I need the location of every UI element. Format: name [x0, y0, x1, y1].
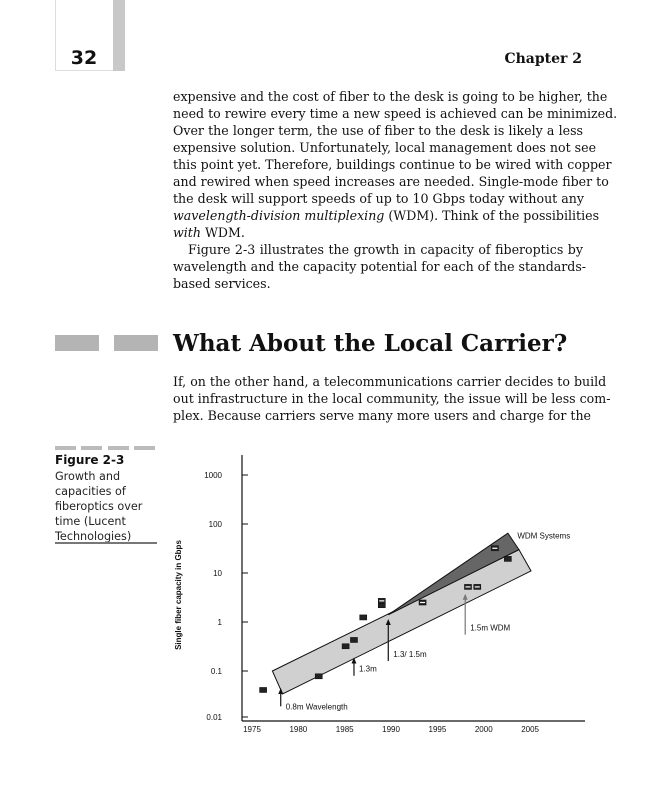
text-span: WDM.	[200, 225, 245, 240]
italic-text: wavelength-division multiplexing	[173, 208, 385, 223]
heading-marker	[55, 335, 99, 351]
page-number: 32	[70, 47, 98, 69]
data-point	[259, 687, 267, 693]
annotation-label: 0.8m Wavelength	[286, 702, 348, 711]
text-span: and rewired when speed increases are nee…	[173, 174, 609, 189]
capacity-band	[271, 548, 532, 695]
data-point-highlight	[420, 601, 426, 604]
heading-marker	[114, 335, 158, 351]
text-span: need to rewire every time a new speed is…	[173, 106, 618, 121]
text-span: Figure 2-3 illustrates the growth in cap…	[188, 242, 583, 257]
figure-caption-line: time (Lucent	[55, 515, 126, 528]
y-tick-label: 1000	[204, 471, 222, 480]
data-point-highlight	[474, 586, 480, 588]
x-tick-label: 1975	[243, 725, 261, 734]
annotation-label: WDM Systems	[517, 532, 570, 541]
text-line: Figure 2-3 illustrates the growth in cap…	[188, 242, 583, 258]
text-span: expensive and the cost of fiber to the d…	[173, 89, 608, 104]
chapter-title: Chapter 2	[504, 51, 582, 67]
figure-caption-line: fiberoptics over	[55, 500, 143, 513]
wdm-band	[387, 532, 520, 616]
y-tick-label: 10	[213, 569, 222, 578]
text-line: If, on the other hand, a telecommunicati…	[173, 374, 606, 390]
text-span: (WDM). Think of the possibilities	[384, 208, 600, 223]
text-line: wavelength and the capacity potential fo…	[173, 259, 587, 275]
figure-marker	[108, 446, 129, 450]
data-point	[504, 556, 512, 562]
data-point	[341, 643, 350, 650]
text-span: out infrastructure in the local communit…	[173, 391, 611, 406]
data-point	[314, 673, 323, 680]
x-tick-label: 1980	[289, 725, 307, 734]
text-span: the desk will support speeds of up to 10…	[173, 191, 584, 206]
arrowhead-icon	[462, 593, 468, 600]
arrowhead-icon	[351, 657, 357, 664]
y-axis-label: Single fiber capacity in Gbps	[174, 540, 183, 650]
data-point-highlight	[492, 547, 498, 549]
text-line: this point yet. Therefore, buildings con…	[173, 157, 612, 173]
annotation-label: 1.3m	[359, 665, 377, 674]
y-tick-label: 0.01	[206, 713, 222, 722]
text-span: plex. Because carriers serve many more u…	[173, 408, 592, 423]
text-line: plex. Because carriers serve many more u…	[173, 408, 591, 424]
text-span: this point yet. Therefore, buildings con…	[173, 157, 612, 172]
x-tick-label: 1985	[336, 725, 354, 734]
y-tick-label: 1	[218, 618, 223, 627]
text-span: Over the longer term, the use of fiber t…	[173, 123, 583, 138]
italic-text: with	[173, 225, 201, 240]
annotation-label: 1.5m WDM	[470, 624, 510, 633]
data-point	[350, 637, 358, 643]
x-tick-label: 1995	[429, 725, 447, 734]
text-line: expensive and the cost of fiber to the d…	[173, 89, 607, 105]
figure-caption-line: Growth and	[55, 470, 121, 483]
text-span: If, on the other hand, a telecommunicati…	[173, 374, 607, 389]
y-tick-label: 0.1	[211, 667, 223, 676]
text-line: with WDM.	[173, 225, 583, 241]
figure-label: Figure 2-3	[55, 453, 125, 467]
y-tick-label: 100	[209, 520, 223, 529]
figure-marker	[81, 446, 102, 450]
arrowhead-icon	[385, 618, 391, 625]
annotation-label: 1.3/ 1.5m	[393, 650, 427, 659]
text-line: wavelength-division multiplexing (WDM). …	[173, 208, 599, 224]
x-tick-label: 2005	[521, 725, 539, 734]
data-point-highlight	[379, 600, 385, 602]
text-line: the desk will support speeds of up to 10…	[173, 191, 584, 207]
text-line: out infrastructure in the local communit…	[173, 391, 610, 407]
text-span: expensive solution. Unfortunately, local…	[173, 140, 597, 155]
data-point-highlight	[465, 586, 471, 588]
text-line: based services.	[173, 276, 583, 292]
figure-caption-line: Technologies)	[55, 530, 132, 543]
figure-marker	[55, 446, 76, 450]
x-tick-label: 1990	[382, 725, 400, 734]
text-span: based services.	[173, 276, 271, 291]
page-tab-bar	[113, 0, 125, 71]
figure-marker	[134, 446, 155, 450]
section-heading: What About the Local Carrier?	[173, 330, 568, 357]
x-tick-label: 2000	[475, 725, 493, 734]
figure-caption-line: capacities of	[55, 485, 126, 498]
caption-rule	[55, 542, 157, 544]
text-line: Over the longer term, the use of fiber t…	[173, 123, 583, 139]
data-point	[359, 614, 368, 621]
text-line: need to rewire every time a new speed is…	[173, 106, 617, 122]
text-line: and rewired when speed increases are nee…	[173, 174, 609, 190]
arrowhead-icon	[278, 687, 284, 694]
text-line: expensive solution. Unfortunately, local…	[173, 140, 596, 156]
text-span: wavelength and the capacity potential fo…	[173, 259, 587, 274]
